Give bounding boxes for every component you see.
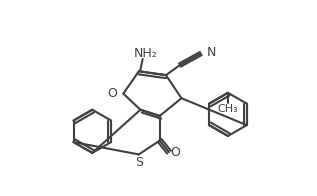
Text: O: O xyxy=(170,146,180,159)
Text: CH₃: CH₃ xyxy=(217,104,238,114)
Text: N: N xyxy=(207,46,217,59)
Text: O: O xyxy=(107,87,117,100)
Text: S: S xyxy=(135,156,143,169)
Text: NH₂: NH₂ xyxy=(134,47,158,60)
